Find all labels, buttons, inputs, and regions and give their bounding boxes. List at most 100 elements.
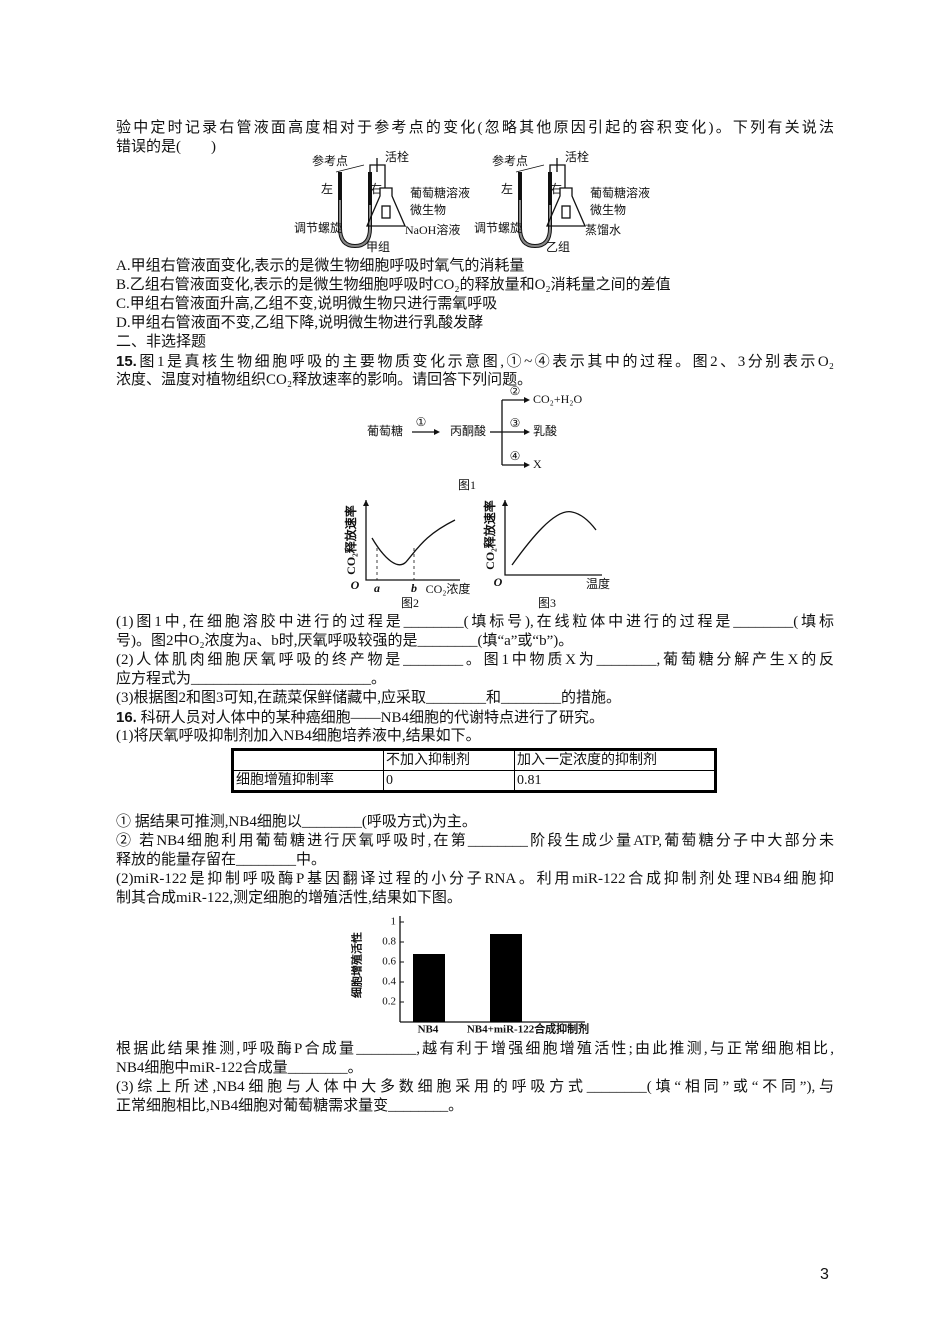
option: C.甲组右管液面升高,乙组不变,说明微生物只进行需氧呼吸 [116,296,498,312]
option: D.甲组右管液面不变,乙组下降,说明微生物进行乳酸发酵 [116,315,484,331]
flask [366,187,406,227]
label: 蒸馏水 [585,223,621,237]
label: 左 [501,181,513,196]
label: 图2 [401,596,419,610]
x-tick-label: NB4 [418,1024,439,1036]
text-line: 根据此结果推测,呼吸酶P合成量________,越有利于增强细胞增殖活性;由此推… [116,1041,834,1057]
label: O [494,575,503,589]
text-line: (2)人体肌肉细胞厌氧呼吸的终产物是________。图1中物质X为______… [116,652,834,668]
y-tick-label: 0.6 [382,956,396,968]
text-line: (3)综上所述,NB4细胞与人体中大多数细胞采用的呼吸方式________(填“… [116,1079,834,1095]
u-tube [338,172,372,249]
label: 调节螺旋 [294,221,342,235]
flask [546,187,586,227]
label: CO₂浓度 [426,581,471,596]
label: O [351,578,360,592]
bar [490,934,522,1022]
text-line: NB4细胞中miR-122合成量________。 [116,1060,363,1076]
axes [365,500,460,581]
question-number: 16. [116,709,137,726]
label: ② [510,384,521,398]
text: 图1是真核生物细胞呼吸的主要物质变化示意图,①~④表示其中的过程。图2、3分别表… [136,354,834,370]
label: 图1 [458,478,476,492]
x-tick-label: NB4+miR-122合成抑制剂 [467,1022,589,1036]
cell: 不加入抑制剂 [383,749,515,771]
y-tick-label: 0.4 [382,976,396,988]
label: 左 [321,181,333,196]
label: 葡萄糖 [367,423,403,438]
label: 葡萄糖溶液 [410,185,470,200]
label: b [411,581,417,595]
arrowhead [363,500,369,506]
text-line: 15.图1是真核生物细胞呼吸的主要物质变化示意图,①~④表示其中的过程。图2、3… [116,352,834,371]
option: B.乙组右管液面变化,表示的是微生物细胞呼吸时CO₂的释放量和O₂消耗量之间的差… [116,277,671,293]
arrowhead [524,397,530,403]
label: 乙组 [546,240,570,254]
label: 右 [370,181,382,196]
text-line: 错误的是( ) [116,139,216,155]
text: 科研人员对人体中的某种癌细胞——NB4细胞的代谢特点进行了研究。 [140,710,604,726]
label: CO₂+H₂O [533,392,582,406]
pointer [335,164,365,173]
arrowhead [524,429,530,435]
label: 丙酮酸 [450,423,486,438]
label: 乳酸 [533,423,557,438]
bar [413,954,445,1022]
text-line: 浓度、温度对植物组织CO₂释放速率的影响。请回答下列问题。 [116,372,533,388]
text-line: 制其合成miR-122,测定细胞的增殖活性,结果如下图。 [116,890,462,906]
curve [371,519,456,566]
section-title: 二、非选择题 [116,334,207,350]
text-line: ② 若NB4细胞利用葡萄糖进行厌氧呼吸时,在第________阶段生成少量ATP… [116,833,834,849]
y-tick-label: 1 [391,916,397,928]
text-line: 正常细胞相比,NB4细胞对葡萄糖需求量变________。 [116,1098,464,1114]
arrowhead [434,429,440,435]
label: 微生物 [590,203,626,217]
label: NaOH溶液 [405,222,460,237]
text-line: (1)图1中,在细胞溶胶中进行的过程是________(填标号),在线粒体中进行… [116,614,834,630]
text-line: (1)将厌氧呼吸抑制剂加入NB4细胞培养液中,结果如下。 [116,728,481,744]
label: ① [416,415,427,429]
text-line: 验中定时记录右管液面高度相对于参考点的变化(忽略其他原因引起的容积变化)。下列有… [116,120,834,136]
label: 微生物 [410,203,446,217]
label: CO₂释放速率 [482,500,497,570]
table-row: 细胞增殖抑制率 0 0.81 [232,770,716,792]
label: ④ [510,449,521,463]
text-line: 号)。图2中O₂浓度为a、b时,厌氧呼吸较强的是________(填“a”或“b… [116,633,574,649]
u-tube-inner [339,200,371,248]
label: 图3 [538,596,556,610]
text-line: 16. 科研人员对人体中的某种癌细胞——NB4细胞的代谢特点进行了研究。 [116,708,834,728]
cell: 加入一定浓度的抑制剂 [514,749,716,771]
cell: 0 [383,770,515,792]
text-line: (3)根据图2和图3可知,在蔬菜保鲜储藏中,应采取________和______… [116,690,621,706]
label: a [374,581,380,595]
label: 温度 [586,576,610,591]
axes [504,500,602,576]
curve [511,511,597,566]
label: 活栓 [565,149,589,164]
page-number: 3 [820,1266,829,1283]
small-tube [381,205,391,219]
table-header: 不加入抑制剂 加入一定浓度的抑制剂 [232,749,716,771]
label: 葡萄糖溶液 [590,185,650,200]
text-line: 释放的能量存留在________中。 [116,852,327,868]
cell: 细胞增殖抑制率 [232,770,384,792]
y-tick-label: 0.2 [382,996,396,1008]
u-tube [518,172,552,249]
question-number: 15. [116,353,137,370]
label: X [533,457,542,471]
label: CO₂释放速率 [343,505,358,575]
cell: 0.81 [514,770,716,792]
small-tube [561,205,571,219]
result-table: 不加入抑制剂 加入一定浓度的抑制剂 细胞增殖抑制率 0 0.81 [231,748,717,793]
u-tube-inner [519,200,551,248]
label: ③ [510,416,521,430]
label: 调节螺旋 [474,221,522,235]
arrowhead [502,500,508,506]
y-axis-label: 细胞增殖活性 [350,932,364,998]
y-tick-label: 0.8 [382,936,396,948]
arrowhead [524,462,530,468]
label: 参考点 [492,153,528,168]
label: 甲组 [366,240,390,254]
